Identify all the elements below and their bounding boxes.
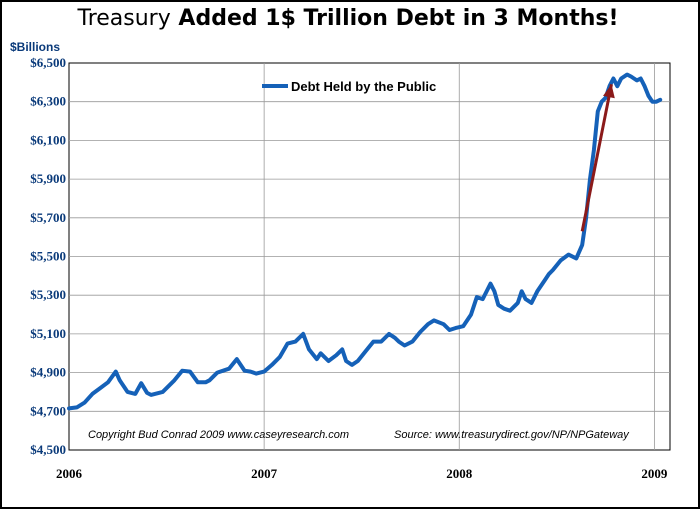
- copyright-note: Copyright Bud Conrad 2009 www.caseyresea…: [88, 429, 349, 441]
- gridlines: [68, 62, 671, 451]
- chart-title-part1: Treasury: [77, 6, 171, 31]
- y-tick-label: $5,500: [30, 249, 66, 264]
- x-axis-ticks: 2006 2007 2008 2009: [56, 466, 668, 481]
- series-group: [67, 72, 663, 411]
- x-tick-label: 2009: [641, 466, 668, 481]
- legend: Debt Held by the Public: [262, 79, 436, 94]
- y-tick-label: $5,900: [30, 171, 66, 186]
- x-tick-label: 2007: [251, 466, 278, 481]
- source-note: Source: www.treasurydirect.gov/NP/NPGate…: [394, 429, 630, 441]
- y-tick-label: $6,300: [30, 94, 66, 109]
- series-line-debt-held-by-the-public: [67, 72, 663, 411]
- y-tick-label: $4,500: [30, 442, 66, 457]
- x-tick-label: 2008: [446, 466, 473, 481]
- arrow-shaft: [580, 83, 613, 232]
- legend-label: Debt Held by the Public: [291, 79, 436, 94]
- arrow-head: [603, 84, 615, 99]
- chart-title: Treasury Added 1$ Trillion Debt in 3 Mon…: [0, 6, 696, 31]
- y-tick-label: $5,100: [30, 326, 66, 341]
- y-axis-ticks: $4,500 $4,700 $4,900 $5,100 $5,300 $5,500 $5,7…: [30, 55, 66, 457]
- y-tick-label: $4,900: [30, 365, 66, 380]
- x-tick-label: 2006: [56, 466, 83, 481]
- y-tick-label: $5,300: [30, 287, 66, 302]
- y-axis-label: $Billions: [10, 40, 61, 54]
- y-tick-label: $6,100: [30, 132, 66, 147]
- y-tick-label: $4,700: [30, 403, 66, 418]
- y-tick-label: $5,700: [30, 210, 66, 225]
- y-tick-label: $6,500: [30, 55, 66, 70]
- trend-arrow: [580, 83, 615, 232]
- chart-title-part2: Added 1$ Trillion Debt in 3 Months!: [178, 6, 619, 31]
